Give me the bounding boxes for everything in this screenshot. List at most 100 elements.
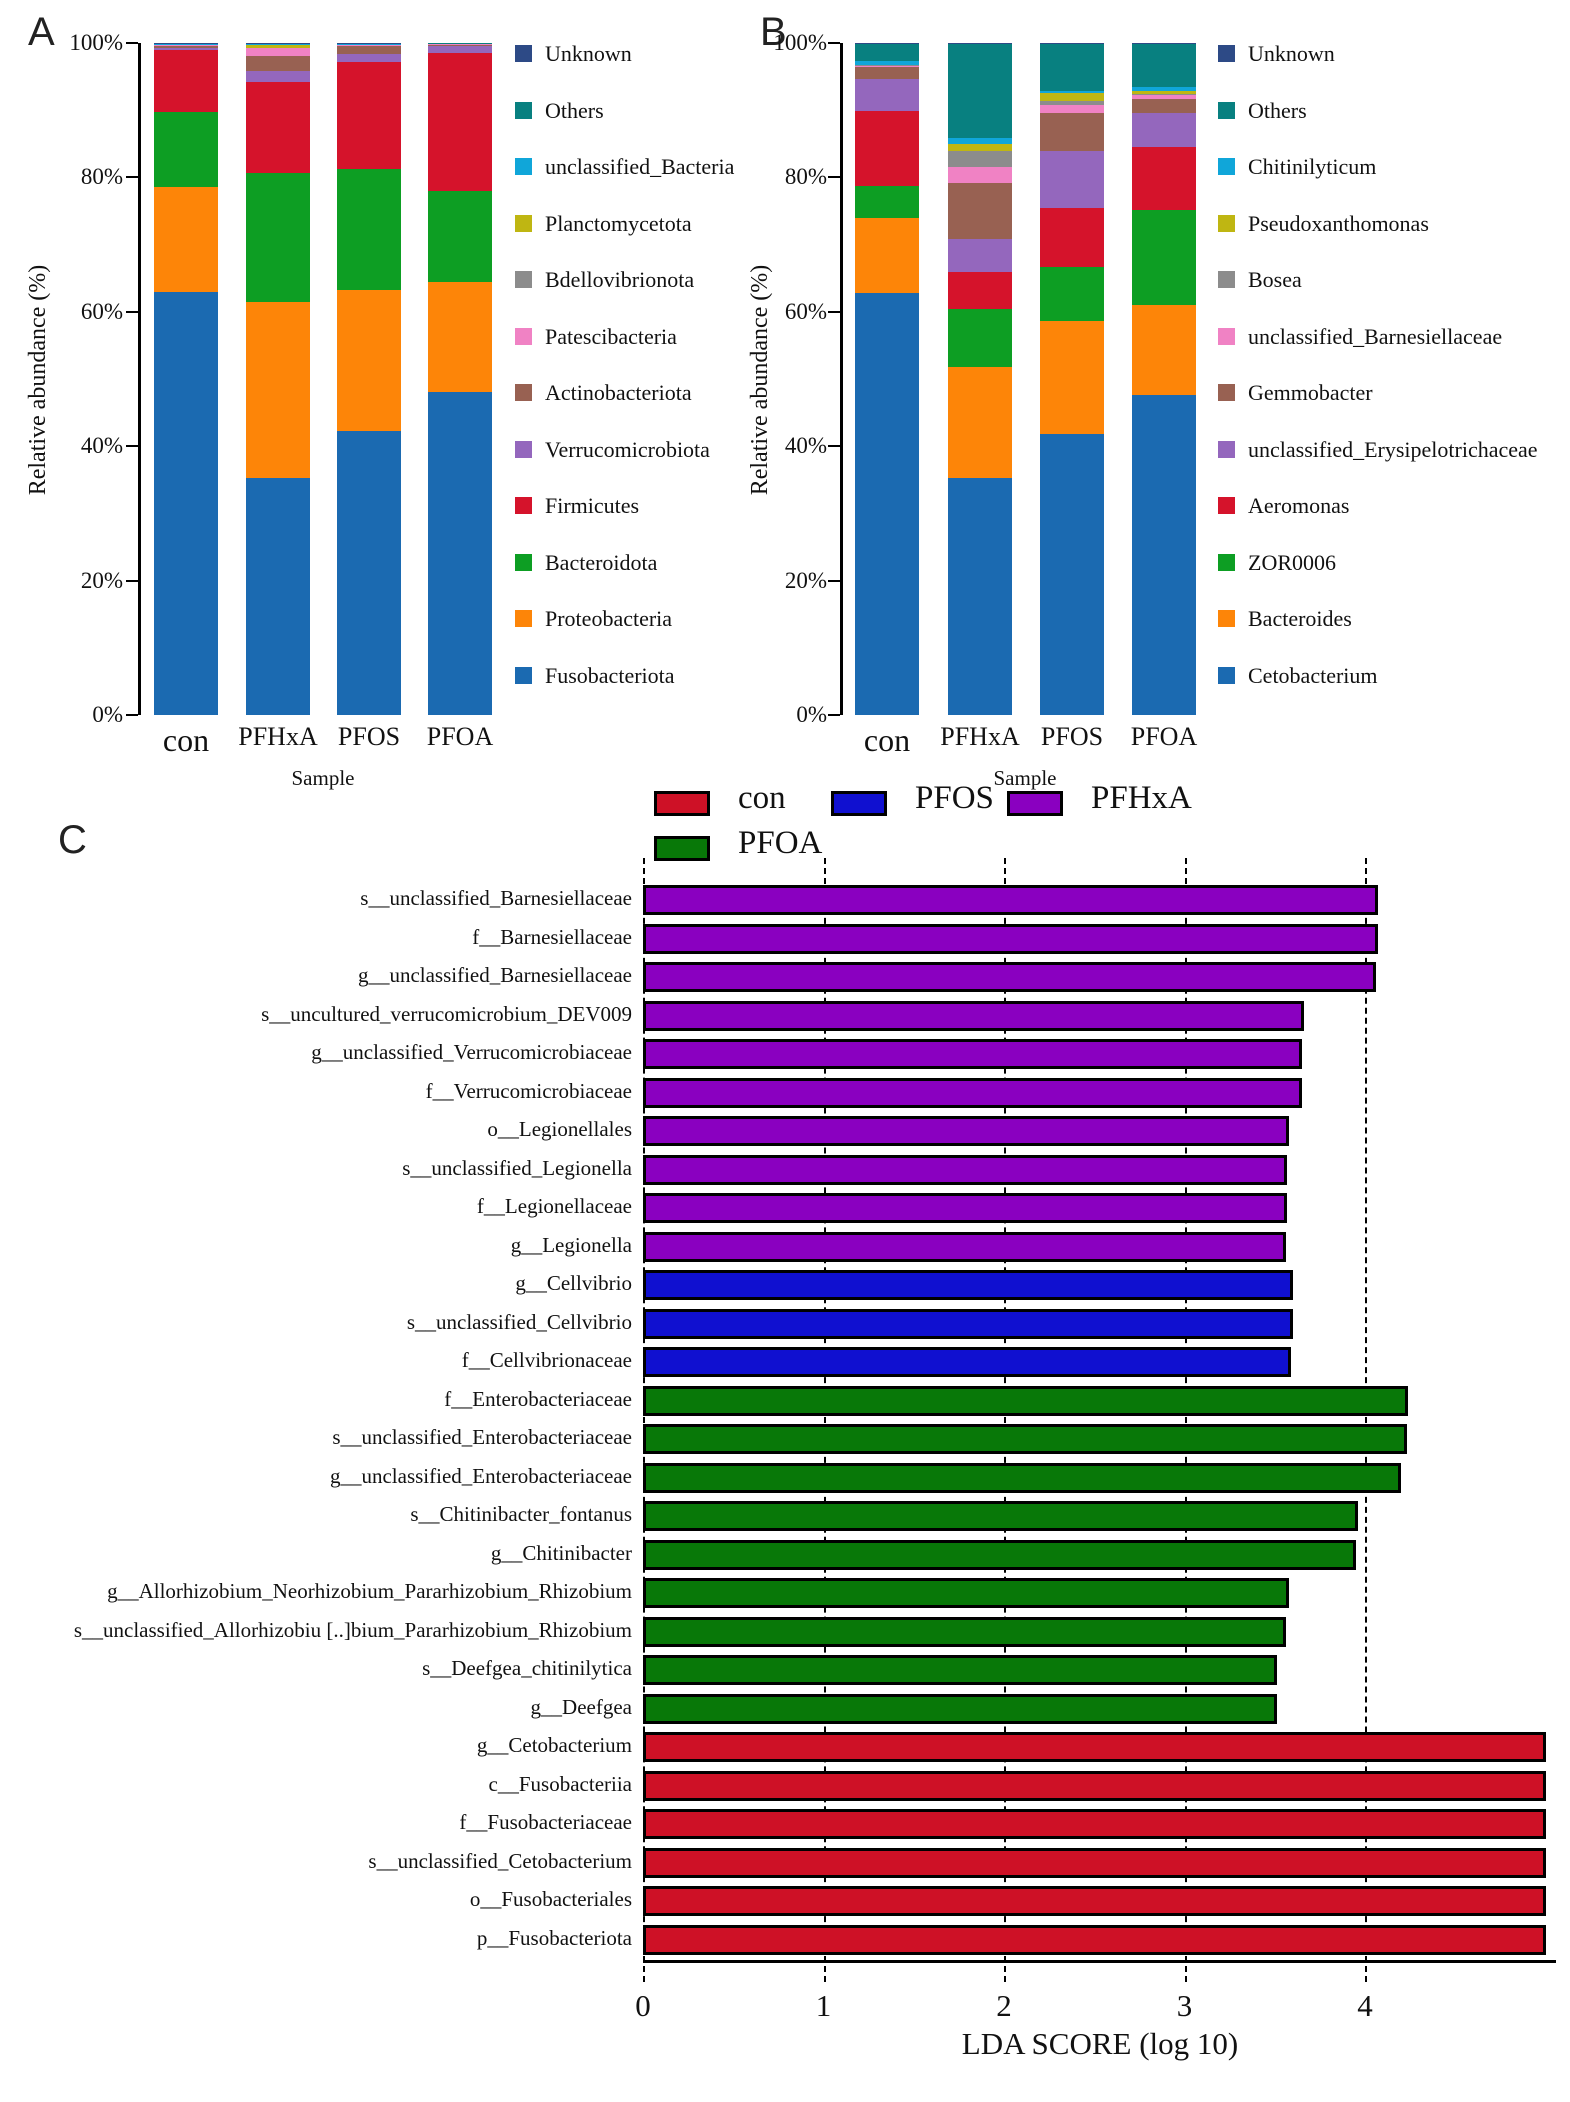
panel-c-bar-con: [643, 1886, 1546, 1916]
panel-a-segment-unknown: [246, 43, 310, 44]
panel-c-row-label: g__Chitinibacter: [490, 1540, 632, 1565]
panel-b-segment-bosea: [1132, 94, 1196, 96]
panel-b-segment-cetobacterium: [1040, 434, 1104, 715]
panel-b-legend-label: Chitinilyticum: [1248, 154, 1377, 179]
panel-b-segment-chitinilyticum: [1132, 87, 1196, 91]
panel-b-x-tick-PFOS: PFOS: [1040, 722, 1104, 751]
panel-a-segment-bdellovibrionota: [246, 47, 310, 49]
panel-c-bar-pfhxa: [643, 885, 1378, 915]
panel-b-y-tick-label: 100%: [773, 30, 827, 55]
panel-c-bar-pfoa: [643, 1385, 1409, 1416]
panel-b-segment-cetobacterium: [1132, 395, 1196, 715]
panel-b-segment-aeromonas: [1132, 147, 1196, 211]
panel-b-segment-aeromonas: [855, 110, 919, 187]
panel-a-legend-label: Bdellovibrionota: [545, 267, 695, 292]
panel-c-bar-pfos: [643, 1347, 1291, 1377]
panel-a-segment-firmicutes: [337, 61, 401, 169]
panel-b-legend-label: ZOR0006: [1248, 549, 1336, 575]
panel-b-segment-bacteroides: [1040, 321, 1104, 435]
panel-a-y-tick-label: 0%: [92, 702, 123, 727]
panel-a-legend-label: Unknown: [545, 41, 632, 66]
panel-c-row-label: f__Cellvibrionaceae: [461, 1348, 632, 1372]
panel-b-segment-others: [1040, 43, 1104, 91]
panel-a-x-tick-PFOA: PFOA: [426, 722, 494, 751]
panel-c-row-label: s__unclassified_Cellvibrio: [406, 1309, 632, 1334]
panel-a-segment-bacteroidota: [337, 168, 401, 291]
zor0006-swatch-icon: [1218, 553, 1235, 571]
panel-b-segment-gemmobacter: [1132, 99, 1196, 113]
panel-a-stacked-bar-PFOA: [428, 43, 492, 715]
panel-c-row-label: f__Enterobacteriaceae: [444, 1386, 632, 1411]
panel-a-segment-fusobacteriota: [246, 478, 310, 715]
panel-b-segment-bacteroides: [855, 217, 919, 293]
panel-b-segment-unclassified_barnesiellaceae: [855, 65, 919, 67]
bosea-swatch-icon: [1218, 271, 1235, 288]
panel-b-segment-zor0006: [1040, 267, 1104, 322]
panel-a-segment-actinobacteriota: [246, 55, 310, 71]
panel-b-segment-zor0006: [855, 186, 919, 218]
proteobacteria-swatch-icon: [515, 610, 532, 627]
panel-a-y-tickmark: [126, 579, 138, 582]
panel-a-letter: A: [28, 10, 55, 54]
panel-c-legend-label: con: [738, 780, 786, 816]
aeromonas-swatch-icon: [1218, 497, 1235, 514]
panel-c-row-label: s__Deefgea_chitinilytica: [422, 1656, 632, 1680]
panel-a-y-tickmark: [126, 714, 138, 716]
panel-b-stacked-bar-PFHxA: [948, 43, 1012, 715]
panel-a-segment-others: [337, 43, 401, 45]
panel-c-bar-pfhxa: [643, 1193, 1288, 1223]
panel-c-row-label: g__unclassified_Enterobacteriaceae: [329, 1463, 632, 1488]
panel-a-stacked-bar-PFOS: [337, 43, 401, 715]
panel-c-bar-pfhxa: [643, 1077, 1302, 1108]
panel-c-row-label: g__unclassified_Barnesiellaceae: [357, 963, 632, 987]
panel-c-row-label: c__Fusobacteriia: [488, 1771, 632, 1796]
panel-b-y-tickmark: [828, 714, 840, 716]
panel-a-legend-label: Verrucomicrobiota: [545, 436, 710, 462]
panel-c-row-label: s__unclassified_Barnesiellaceae: [360, 886, 632, 910]
actinobacteriota-swatch-icon: [515, 384, 532, 401]
panel-b-legend-label: Gemmobacter: [1248, 380, 1373, 405]
panel-a-segment-proteobacteria: [154, 186, 218, 292]
panel-b-segment-cetobacterium: [948, 478, 1012, 715]
panel-a-segment-proteobacteria: [428, 282, 492, 393]
panel-a-legend-label: Proteobacteria: [545, 606, 673, 631]
panel-a-segment-unknown: [337, 43, 401, 44]
cetobacterium-swatch-icon: [1218, 666, 1235, 684]
panel-c-bar-con: [643, 1924, 1546, 1955]
bacteroidota-swatch-icon: [515, 553, 532, 571]
panel-c-bar-pfhxa: [643, 1039, 1302, 1069]
panel-a-legend-label: Planctomycetota: [545, 210, 692, 236]
gemmobacter-swatch-icon: [1218, 384, 1235, 401]
panel-a-segment-bacteroidota: [246, 172, 310, 302]
panel-b-segment-others: [948, 43, 1012, 139]
panel-c-gridline: [1184, 858, 1187, 1982]
panel-c-row-label: g__Cellvibrio: [515, 1271, 632, 1295]
panel-a-legend-label: Others: [545, 97, 604, 123]
panel-c-row-label: s__unclassified_Allorhizobiu [..]bium_Pa…: [73, 1617, 632, 1642]
panel-a-stacked-bar-PFHxA: [246, 43, 310, 715]
panel-b-x-axis-title: Sample: [993, 766, 1057, 790]
panel-c-bar-pfhxa: [643, 923, 1378, 954]
panel-a-segment-actinobacteriota: [428, 44, 492, 46]
panel-a-stacked-bar-con: [154, 43, 218, 715]
panel-b-y-tickmark: [828, 445, 840, 448]
panel-a-y-tick-label: 60%: [80, 298, 123, 324]
panel-c-bar-pfhxa: [643, 1231, 1286, 1262]
panel-b-legend-label: Aeromonas: [1248, 493, 1350, 518]
panel-a-segment-actinobacteriota: [154, 45, 218, 49]
panel-b-stacked-bar-PFOS: [1040, 43, 1104, 715]
panel-a-segment-actinobacteriota: [337, 45, 401, 55]
panel-c-row-label: g__Legionella: [510, 1232, 632, 1257]
panel-c-row-label: s__unclassified_Legionella: [402, 1155, 632, 1180]
panel-c-bar-con: [643, 1770, 1546, 1801]
panel-b-segment-pseudoxanthomonas: [1040, 93, 1104, 101]
panel-b-y-axis-title: Relative abundance (%): [747, 264, 773, 496]
panel-c-row-label: g__Deefgea: [530, 1694, 632, 1719]
panel-b-segment-unknown: [948, 43, 1012, 44]
panel-b-segment-gemmobacter: [855, 66, 919, 80]
panel-a-segment-proteobacteria: [337, 290, 401, 431]
panel-c-row-label: o__Legionellales: [487, 1117, 632, 1141]
panel-a-segment-fusobacteriota: [337, 430, 401, 715]
panel-b-stacked-bar-con: [855, 43, 919, 715]
